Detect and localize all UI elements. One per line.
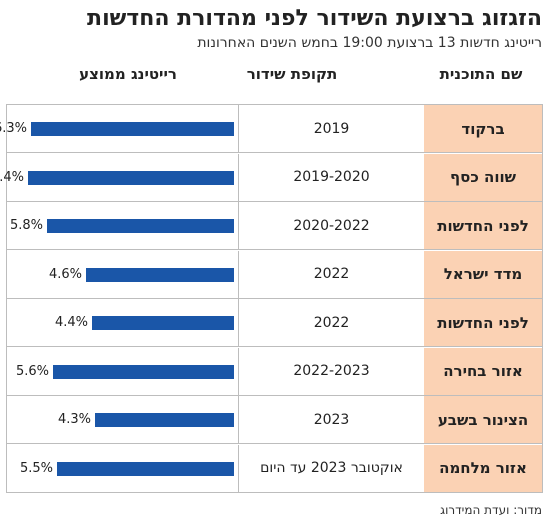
broadcast-period: 2019 xyxy=(238,105,424,153)
column-header-period: תקופת שידור xyxy=(246,65,338,83)
broadcast-period: אוקטובר 2023 עד היום xyxy=(238,444,424,493)
rating-bar xyxy=(53,364,234,379)
rating-cell: 4.3% xyxy=(7,396,240,444)
program-name: לפני החדשות xyxy=(424,299,542,347)
rating-cell: 4.6% xyxy=(7,251,240,299)
program-name: אזור מלחמה xyxy=(424,444,542,493)
rating-cell: 5.8% xyxy=(7,202,240,250)
program-name: ברקוד xyxy=(424,105,542,153)
program-name: שווה כסף xyxy=(424,153,542,202)
broadcast-period: 2020-2022 xyxy=(238,202,424,250)
rating-bar xyxy=(57,461,234,476)
program-name: לפני החדשות xyxy=(424,202,542,250)
chart-title: הזגזוג ברצועת השידור לפני מהדורת החדשות xyxy=(87,6,542,31)
rating-value-label: 4.6% xyxy=(48,266,82,282)
rating-cell: 4.4% xyxy=(7,299,240,347)
source-note: מדור: ועדת המידרוג xyxy=(440,503,542,517)
rating-cell: 5.6% xyxy=(7,348,240,396)
rating-value-label: 4.3% xyxy=(57,412,91,427)
rating-value-label: 5.6% xyxy=(15,363,49,379)
rating-bar xyxy=(28,170,234,185)
rating-bar xyxy=(95,413,234,427)
rating-cell: 5.5% xyxy=(7,445,240,493)
rating-bar xyxy=(92,316,234,330)
program-name: מדד ישראל xyxy=(424,250,542,299)
broadcast-period: 2023 xyxy=(238,396,424,444)
rating-bar xyxy=(86,267,234,282)
broadcast-period: 2022 xyxy=(238,299,424,347)
rating-value-label: 6.4% xyxy=(0,169,24,185)
table-row: אזור מלחמה אוקטובר 2023 עד היום 5.5% xyxy=(7,444,542,493)
program-name: אזור בחירה xyxy=(424,347,542,396)
table-row: לפני החדשות 2020-2022 5.8% xyxy=(7,202,542,250)
rating-value-label: 5.8% xyxy=(9,218,43,233)
chart-subtitle: רייטינג חדשות 13 ברצועת 19:00 בחמש השנים… xyxy=(197,35,542,51)
table-row: אזור בחירה 2022-2023 5.6% xyxy=(7,347,542,396)
rating-value-label: 6.3% xyxy=(0,121,27,136)
column-header-rating: רייטינג ממוצע xyxy=(79,65,177,83)
rating-cell: 6.3% xyxy=(0,105,240,153)
broadcast-period: 2019-2020 xyxy=(238,153,424,202)
broadcast-period: 2022-2023 xyxy=(238,347,424,396)
rating-value-label: 4.4% xyxy=(54,315,88,330)
rating-cell: 6.4% xyxy=(0,154,240,202)
broadcast-period: 2022 xyxy=(238,250,424,299)
table-row: לפני החדשות 2022 4.4% xyxy=(7,299,542,347)
rating-bar xyxy=(47,219,234,233)
rating-value-label: 5.5% xyxy=(19,460,53,476)
table-row: הצינור בשבע 2023 4.3% xyxy=(7,396,542,444)
column-header-program: שם התוכנית xyxy=(439,65,523,83)
program-name: הצינור בשבע xyxy=(424,396,542,444)
table-row: מדד ישראל 2022 4.6% xyxy=(7,250,542,299)
rating-bar xyxy=(31,122,234,136)
